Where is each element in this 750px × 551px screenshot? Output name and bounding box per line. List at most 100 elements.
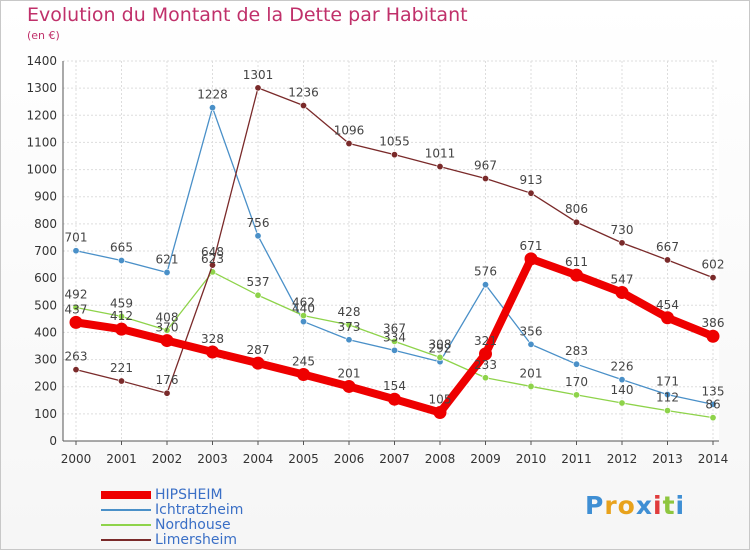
y-tick-label: 1200 <box>26 108 57 122</box>
data-label-ichtratzheim: 135 <box>702 384 725 398</box>
data-label-ichtratzheim: 756 <box>247 216 270 230</box>
data-label-limersheim: 1301 <box>243 68 274 82</box>
data-label-ichtratzheim: 576 <box>474 265 497 279</box>
data-label-hipsheim: 245 <box>292 355 315 369</box>
data-label-limersheim: 1011 <box>425 147 456 161</box>
data-label-nordhouse: 537 <box>247 275 270 289</box>
data-point-limersheim <box>254 84 262 92</box>
y-tick-label: 100 <box>34 407 57 421</box>
data-point-hipsheim <box>69 315 83 329</box>
data-label-ichtratzheim: 356 <box>520 324 543 338</box>
data-point-limersheim <box>618 239 626 247</box>
data-label-limersheim: 667 <box>656 240 679 254</box>
data-label-hipsheim: 454 <box>656 298 679 312</box>
data-label-nordhouse: 170 <box>565 375 588 389</box>
series <box>69 84 720 422</box>
data-point-hipsheim <box>160 334 174 348</box>
data-point-ichtratzheim <box>118 256 126 264</box>
data-label-hipsheim: 287 <box>247 343 270 357</box>
data-point-nordhouse <box>345 321 353 329</box>
data-label-hipsheim: 386 <box>702 316 725 330</box>
data-point-ichtratzheim <box>572 360 580 368</box>
data-point-hipsheim <box>115 322 128 336</box>
data-point-hipsheim <box>297 368 310 381</box>
chart-title: Evolution du Montant de la Dette par Hab… <box>27 4 468 26</box>
data-label-nordhouse: 492 <box>65 287 88 301</box>
data-label-limersheim: 1096 <box>334 124 365 138</box>
x-tick-label: 2000 <box>61 452 92 466</box>
x-tick-label: 2012 <box>607 452 638 466</box>
data-point-nordhouse <box>618 399 626 407</box>
data-label-limersheim: 648 <box>201 245 224 259</box>
data-label-hipsheim: 201 <box>338 366 361 380</box>
data-label-hipsheim: 328 <box>201 332 224 346</box>
data-point-limersheim <box>527 189 535 197</box>
data-label-ichtratzheim: 171 <box>656 375 679 389</box>
data-label-ichtratzheim: 334 <box>383 330 406 344</box>
x-tick-label: 2008 <box>425 452 456 466</box>
data-point-hipsheim <box>706 329 720 343</box>
data-point-limersheim <box>572 218 580 226</box>
data-label-nordhouse: 140 <box>611 383 634 397</box>
data-point-ichtratzheim <box>709 400 717 408</box>
x-tick-label: 2004 <box>243 452 274 466</box>
data-label-hipsheim: 105 <box>429 393 452 407</box>
legend-label-nordhouse: Nordhouse <box>155 517 231 533</box>
data-point-ichtratzheim <box>299 318 307 326</box>
legend-label-hipsheim: HIPSHEIM <box>155 487 223 503</box>
legend-swatch-limersheim <box>101 539 151 541</box>
data-label-ichtratzheim: 665 <box>110 241 133 255</box>
data-label-ichtratzheim: 226 <box>611 360 634 374</box>
data-labels: 437 412 370 328 287 245 201 154 105 321 671 611 547 4… <box>65 68 725 412</box>
legend-swatch-hipsheim <box>101 491 151 499</box>
y-tick-label: 900 <box>34 190 57 204</box>
data-label-nordhouse: 201 <box>520 366 543 380</box>
x-tick-label: 2009 <box>470 452 501 466</box>
data-point-ichtratzheim <box>481 281 489 289</box>
data-point-hipsheim <box>570 268 583 282</box>
data-point-ichtratzheim <box>72 247 80 255</box>
data-point-hipsheim <box>342 379 356 393</box>
legend-swatch-ichtratzheim <box>101 509 151 511</box>
y-tick-label: 700 <box>34 244 57 258</box>
data-point-ichtratzheim <box>390 346 398 354</box>
x-tick-label: 2010 <box>516 452 547 466</box>
data-point-limersheim <box>209 261 217 269</box>
data-point-ichtratzheim <box>254 232 262 240</box>
data-point-limersheim <box>481 175 489 183</box>
data-label-hipsheim: 437 <box>65 302 88 316</box>
data-point-hipsheim <box>433 406 447 419</box>
data-point-ichtratzheim <box>663 391 671 399</box>
x-tick-label: 2014 <box>698 452 729 466</box>
data-point-hipsheim <box>524 252 538 266</box>
data-point-nordhouse <box>299 312 307 320</box>
data-label-nordhouse: 308 <box>429 337 452 351</box>
data-label-nordhouse: 233 <box>474 358 497 372</box>
data-label-nordhouse: 408 <box>156 310 179 324</box>
y-tick-label: 1300 <box>26 81 57 95</box>
data-point-nordhouse <box>390 337 398 345</box>
y-tick-label: 1100 <box>26 135 57 149</box>
data-label-limersheim: 1055 <box>379 135 410 149</box>
data-label-ichtratzheim: 283 <box>565 344 588 358</box>
data-label-limersheim: 176 <box>156 373 179 387</box>
data-label-ichtratzheim: 440 <box>292 302 315 316</box>
data-point-nordhouse <box>663 407 671 415</box>
chart-unit-label: (en €) <box>27 29 60 42</box>
data-point-hipsheim <box>615 286 629 300</box>
proxiti-logo: Proxiti <box>585 491 686 520</box>
y-tick-label: 500 <box>34 298 57 312</box>
y-tick-label: 1000 <box>26 163 57 177</box>
data-point-ichtratzheim <box>527 340 535 348</box>
data-point-hipsheim <box>206 345 219 359</box>
x-tick-label: 2006 <box>334 452 365 466</box>
data-point-nordhouse <box>527 382 535 390</box>
data-point-nordhouse <box>709 414 717 422</box>
legend-swatch-nordhouse <box>101 524 151 526</box>
data-point-nordhouse <box>436 353 444 361</box>
x-tick-label: 2007 <box>379 452 410 466</box>
data-label-ichtratzheim: 621 <box>156 252 179 266</box>
data-point-nordhouse <box>254 291 262 299</box>
data-point-limersheim <box>436 163 444 171</box>
